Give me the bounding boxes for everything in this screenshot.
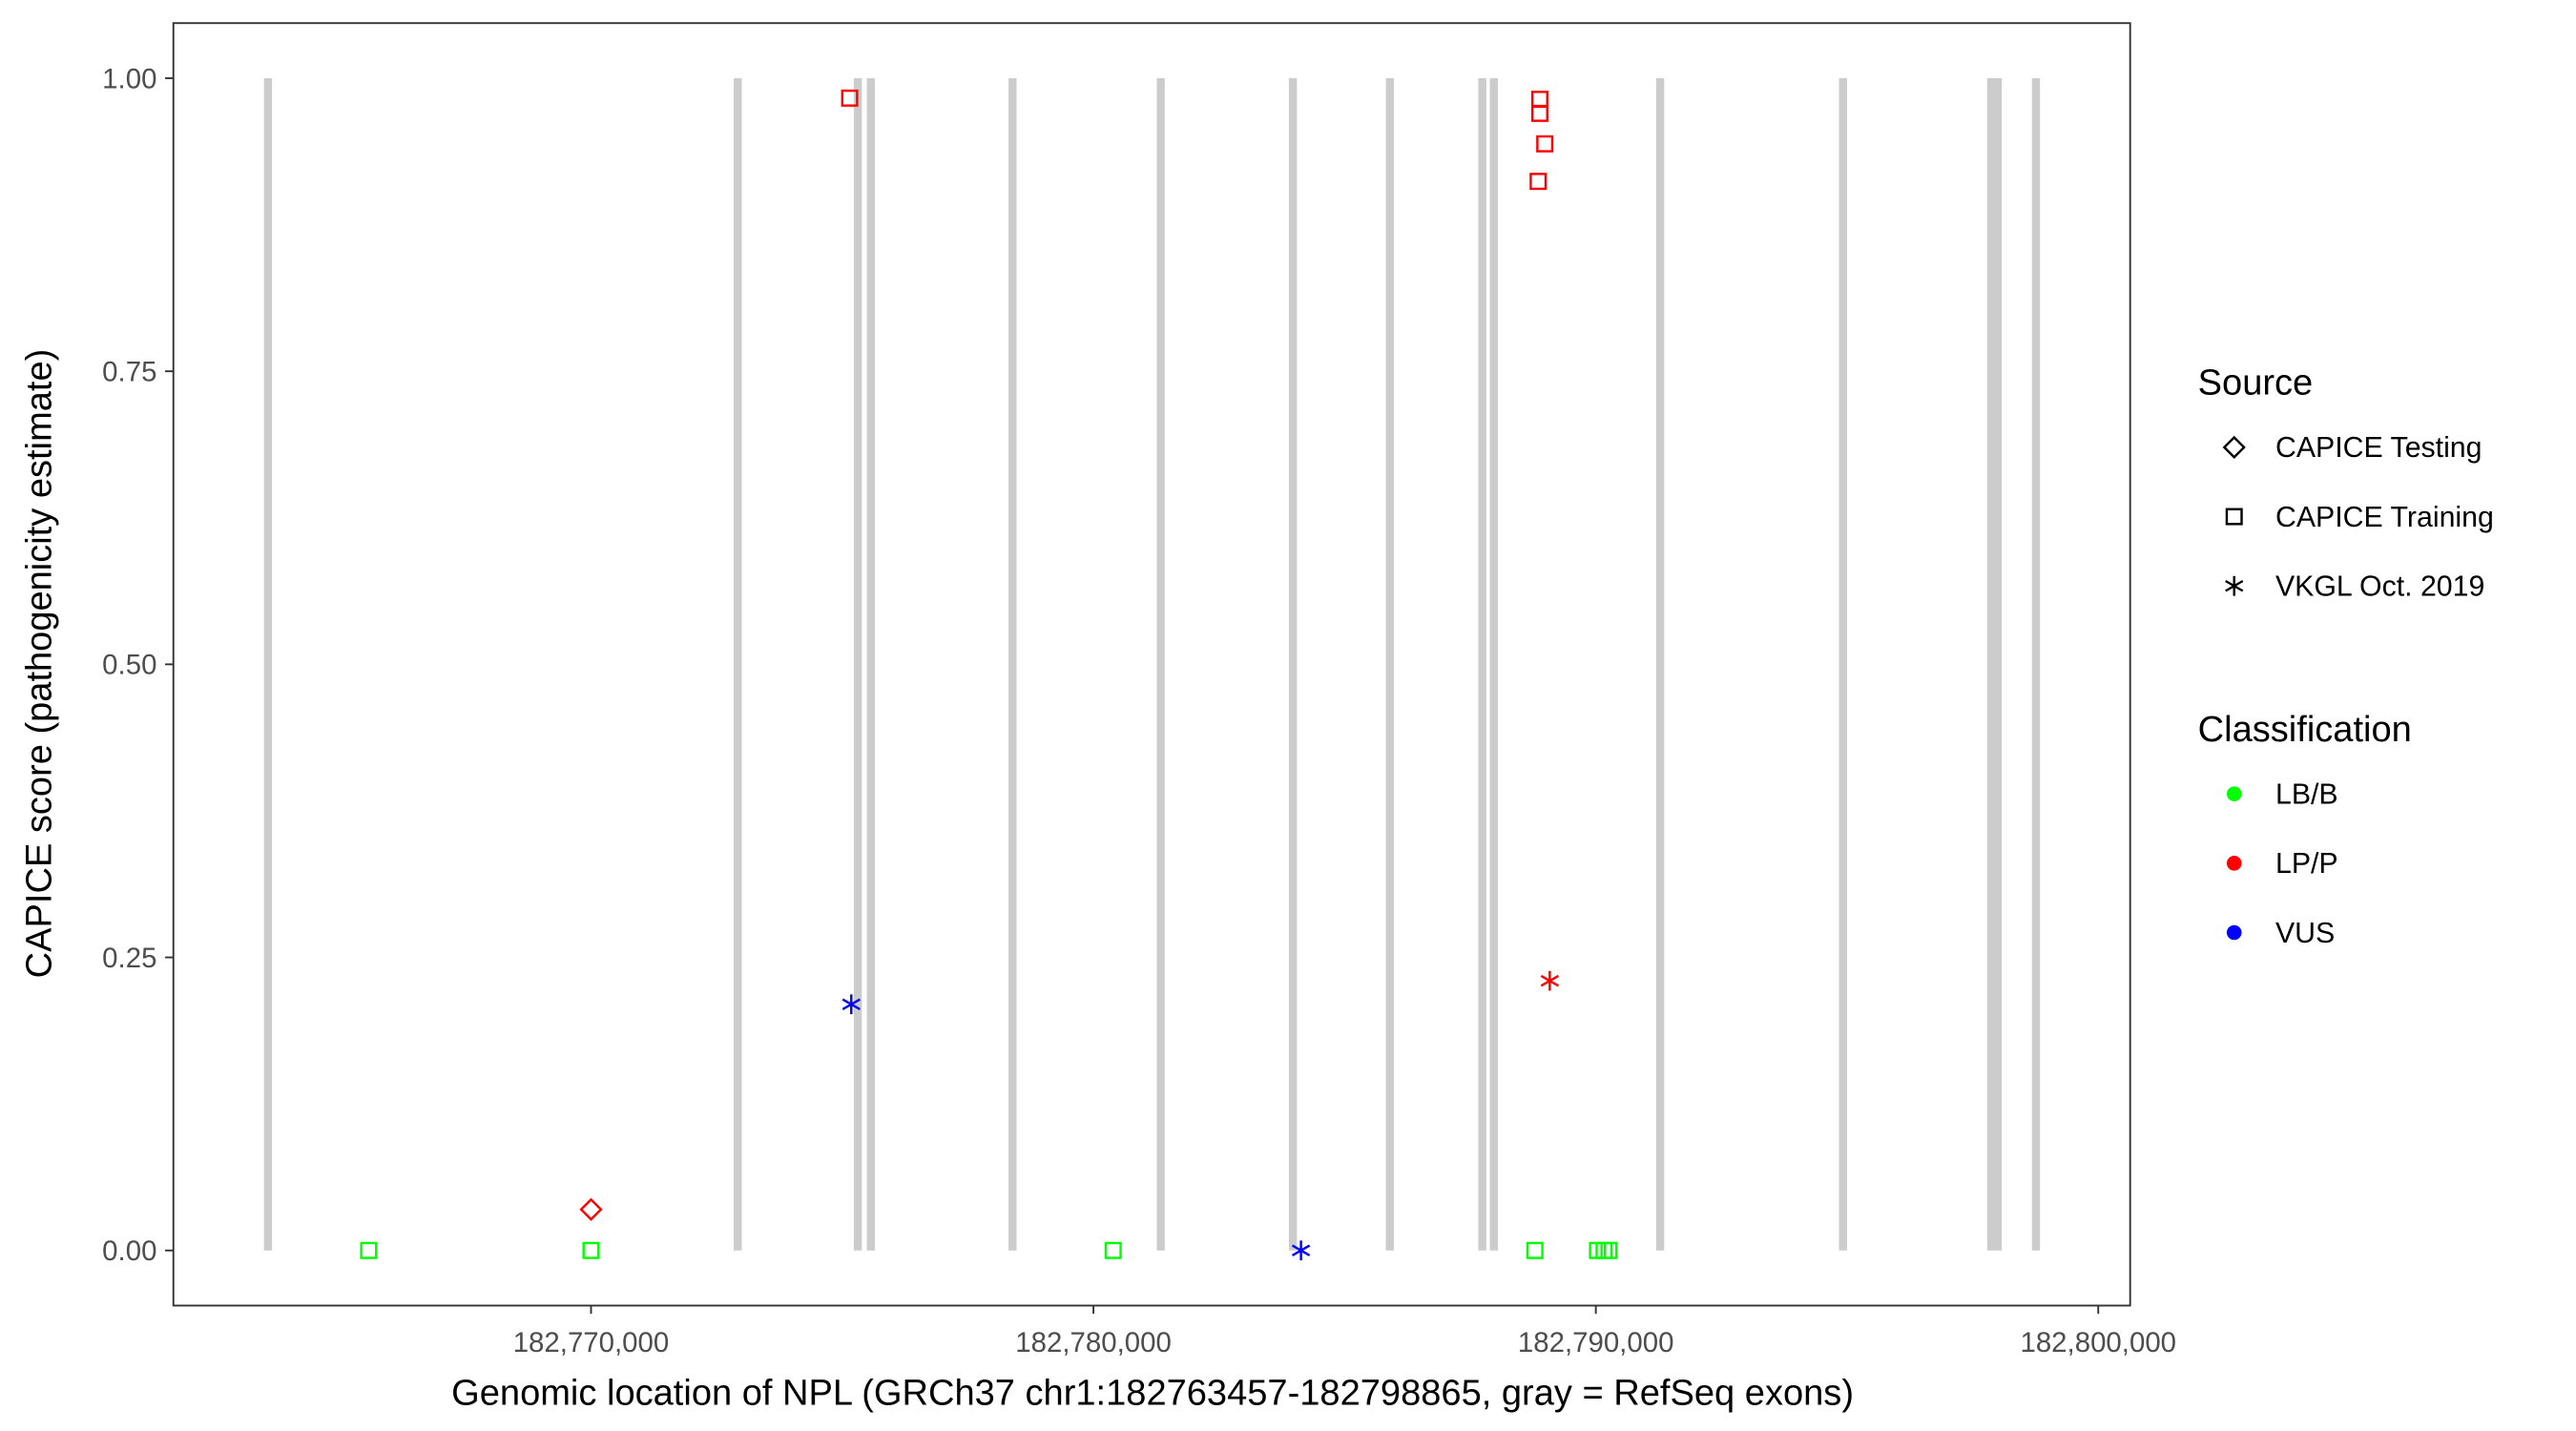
diamond-marker (2222, 435, 2246, 459)
y-axis: 0.00 0.25 0.50 0.75 1.00 (102, 63, 174, 1267)
y-tick-label: 0.25 (102, 943, 156, 974)
x-tick-label: 182,790,000 (1518, 1327, 1674, 1358)
square-marker (841, 89, 859, 107)
legend-label-classification: LB/B (2275, 779, 2338, 811)
legend-key-diamond-icon (2222, 435, 2246, 459)
square-marker (1526, 1241, 1544, 1259)
x-tick-label: 182,770,000 (513, 1327, 670, 1358)
legend-label-classification: LP/P (2275, 848, 2338, 880)
square-marker (1104, 1241, 1122, 1259)
exon-bar (1156, 77, 1165, 1251)
exon-layer (263, 77, 2041, 1251)
legend: Source Classification CAPICE Testing CAPI… (2198, 363, 2494, 949)
legend-label-source: VKGL Oct. 2019 (2275, 571, 2484, 603)
data-point (841, 89, 859, 107)
data-point (1529, 173, 1548, 191)
legend-key-square-icon (2225, 508, 2243, 526)
asterisk-stroke (1540, 974, 1559, 987)
legend-label-source: CAPICE Testing (2275, 432, 2482, 464)
square-marker (1536, 135, 1554, 153)
y-tick-label: 0.00 (102, 1235, 156, 1267)
data-point (1540, 970, 1559, 991)
exon-bar (853, 77, 862, 1251)
y-tick-label: 0.50 (102, 650, 156, 681)
exon-bar (1655, 77, 1665, 1251)
exon-bar (1839, 77, 1847, 1251)
exon-bar (1008, 77, 1017, 1251)
exon-bar (1288, 77, 1298, 1251)
data-point (579, 1197, 603, 1221)
x-tick-label: 182,800,000 (2020, 1327, 2176, 1358)
legend-title-classification: Classification (2198, 710, 2412, 750)
legend-title-source: Source (2198, 363, 2314, 404)
square-marker (1530, 91, 1548, 109)
data-point (841, 994, 861, 1015)
data-point (1104, 1241, 1122, 1259)
exon-bar (866, 77, 876, 1251)
data-point (360, 1241, 378, 1259)
data-point (1536, 135, 1554, 153)
legend-key-dot-icon (2226, 856, 2242, 871)
exon-bar (263, 77, 273, 1251)
square-marker (582, 1241, 600, 1259)
legend-key-dot-icon (2226, 786, 2242, 801)
data-point (1526, 1241, 1544, 1259)
square-marker (1529, 173, 1548, 191)
square-marker (1530, 104, 1548, 122)
diamond-marker (579, 1197, 603, 1221)
y-tick-label: 1.00 (102, 63, 156, 94)
data-point (1600, 1241, 1618, 1259)
y-axis-title: CAPICE score (pathogenicity estimate) (20, 349, 60, 979)
exon-bar (1986, 77, 1996, 1251)
asterisk-stroke (841, 998, 861, 1010)
exon-bar (1489, 77, 1498, 1251)
x-axis-title: Genomic location of NPL (GRCh37 chr1:182… (451, 1373, 1854, 1413)
exon-bar (1385, 77, 1394, 1251)
y-tick-label: 0.75 (102, 357, 156, 388)
x-tick-label: 182,780,000 (1015, 1327, 1172, 1358)
data-point (1530, 104, 1548, 122)
square-marker (1600, 1241, 1618, 1259)
exon-bar (2031, 77, 2041, 1251)
square-marker (360, 1241, 378, 1259)
legend-key-asterisk-icon (2225, 575, 2244, 596)
data-point (1291, 1240, 1311, 1261)
plot-panel-border (172, 22, 2131, 1307)
asterisk-stroke (2225, 579, 2244, 592)
legend-label-classification: VUS (2275, 918, 2335, 949)
legend-key-dot-icon (2226, 924, 2242, 941)
asterisk-stroke (1291, 1244, 1311, 1256)
legend-label-source: CAPICE Training (2275, 502, 2494, 533)
exon-bar (734, 77, 742, 1251)
square-marker (2225, 508, 2243, 526)
data-point (582, 1241, 600, 1259)
points-layer (360, 89, 1618, 1261)
data-point (1530, 91, 1548, 109)
exon-bar (1993, 77, 2003, 1251)
x-axis: 182,770,000 182,780,000 182,790,000 182,800… (513, 1305, 2176, 1358)
exon-bar (1478, 77, 1486, 1251)
